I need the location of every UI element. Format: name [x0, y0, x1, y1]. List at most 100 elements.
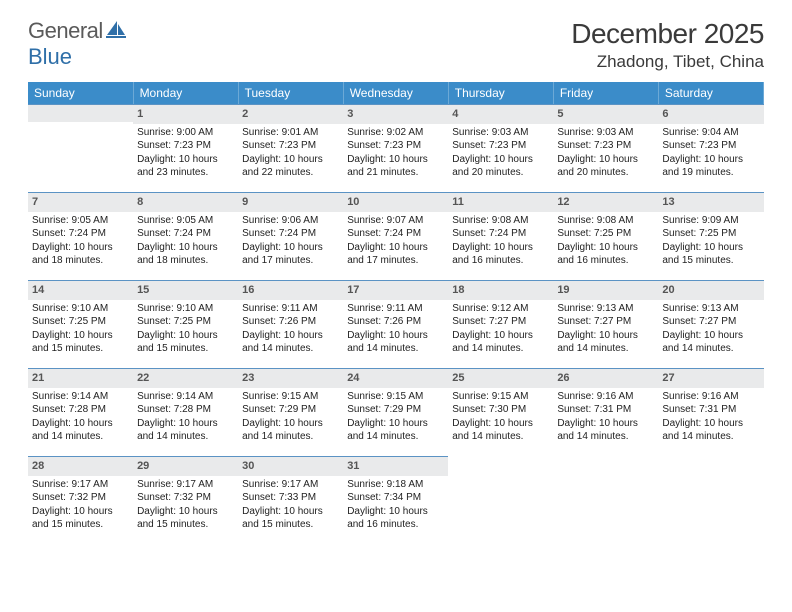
calendar-cell: 25Sunrise: 9:15 AMSunset: 7:30 PMDayligh… — [448, 368, 553, 456]
day-header: Wednesday — [343, 82, 448, 104]
day-header: Saturday — [658, 82, 763, 104]
sunset-line: Sunset: 7:30 PM — [452, 403, 549, 417]
day-number: 15 — [133, 280, 238, 300]
calendar-cell: 23Sunrise: 9:15 AMSunset: 7:29 PMDayligh… — [238, 368, 343, 456]
sunrise-line: Sunrise: 9:10 AM — [137, 302, 234, 316]
day-info: Sunrise: 9:17 AMSunset: 7:32 PMDaylight:… — [28, 478, 133, 532]
day-info: Sunrise: 9:09 AMSunset: 7:25 PMDaylight:… — [658, 214, 763, 268]
daylight-line: Daylight: 10 hours and 19 minutes. — [662, 153, 759, 180]
daylight-line: Daylight: 10 hours and 14 minutes. — [347, 417, 444, 444]
calendar-cell — [448, 456, 553, 544]
daylight-line: Daylight: 10 hours and 18 minutes. — [137, 241, 234, 268]
sunrise-line: Sunrise: 9:01 AM — [242, 126, 339, 140]
daylight-line: Daylight: 10 hours and 22 minutes. — [242, 153, 339, 180]
calendar-cell: 11Sunrise: 9:08 AMSunset: 7:24 PMDayligh… — [448, 192, 553, 280]
daylight-line: Daylight: 10 hours and 15 minutes. — [242, 505, 339, 532]
sunset-line: Sunset: 7:25 PM — [32, 315, 129, 329]
sunset-line: Sunset: 7:24 PM — [137, 227, 234, 241]
sunrise-line: Sunrise: 9:13 AM — [662, 302, 759, 316]
sunrise-line: Sunrise: 9:05 AM — [137, 214, 234, 228]
day-number: 20 — [658, 280, 763, 300]
day-info: Sunrise: 9:13 AMSunset: 7:27 PMDaylight:… — [553, 302, 658, 356]
calendar-cell: 2Sunrise: 9:01 AMSunset: 7:23 PMDaylight… — [238, 104, 343, 192]
day-number: 24 — [343, 368, 448, 388]
calendar-body: 1Sunrise: 9:00 AMSunset: 7:23 PMDaylight… — [28, 104, 764, 544]
day-header: Thursday — [448, 82, 553, 104]
sunset-line: Sunset: 7:23 PM — [557, 139, 654, 153]
calendar-cell: 3Sunrise: 9:02 AMSunset: 7:23 PMDaylight… — [343, 104, 448, 192]
calendar-week: 14Sunrise: 9:10 AMSunset: 7:25 PMDayligh… — [28, 280, 764, 368]
day-number: 26 — [553, 368, 658, 388]
day-info: Sunrise: 9:16 AMSunset: 7:31 PMDaylight:… — [553, 390, 658, 444]
sunrise-line: Sunrise: 9:03 AM — [452, 126, 549, 140]
calendar-cell — [658, 456, 763, 544]
day-info: Sunrise: 9:14 AMSunset: 7:28 PMDaylight:… — [133, 390, 238, 444]
sunset-line: Sunset: 7:34 PM — [347, 491, 444, 505]
day-info: Sunrise: 9:03 AMSunset: 7:23 PMDaylight:… — [553, 126, 658, 180]
daylight-line: Daylight: 10 hours and 14 minutes. — [242, 417, 339, 444]
calendar-cell: 9Sunrise: 9:06 AMSunset: 7:24 PMDaylight… — [238, 192, 343, 280]
sunset-line: Sunset: 7:31 PM — [557, 403, 654, 417]
day-info: Sunrise: 9:01 AMSunset: 7:23 PMDaylight:… — [238, 126, 343, 180]
day-number: 3 — [343, 104, 448, 124]
daylight-line: Daylight: 10 hours and 15 minutes. — [137, 329, 234, 356]
sunrise-line: Sunrise: 9:03 AM — [557, 126, 654, 140]
day-info: Sunrise: 9:17 AMSunset: 7:33 PMDaylight:… — [238, 478, 343, 532]
daylight-line: Daylight: 10 hours and 21 minutes. — [347, 153, 444, 180]
day-number: 5 — [553, 104, 658, 124]
day-number: 22 — [133, 368, 238, 388]
daylight-line: Daylight: 10 hours and 20 minutes. — [452, 153, 549, 180]
sunset-line: Sunset: 7:23 PM — [347, 139, 444, 153]
day-info: Sunrise: 9:05 AMSunset: 7:24 PMDaylight:… — [133, 214, 238, 268]
sunset-line: Sunset: 7:24 PM — [32, 227, 129, 241]
calendar-cell: 28Sunrise: 9:17 AMSunset: 7:32 PMDayligh… — [28, 456, 133, 544]
calendar-cell: 12Sunrise: 9:08 AMSunset: 7:25 PMDayligh… — [553, 192, 658, 280]
day-info: Sunrise: 9:05 AMSunset: 7:24 PMDaylight:… — [28, 214, 133, 268]
calendar-cell: 20Sunrise: 9:13 AMSunset: 7:27 PMDayligh… — [658, 280, 763, 368]
sunrise-line: Sunrise: 9:11 AM — [242, 302, 339, 316]
title-location: Zhadong, Tibet, China — [571, 52, 764, 72]
day-info: Sunrise: 9:13 AMSunset: 7:27 PMDaylight:… — [658, 302, 763, 356]
sunrise-line: Sunrise: 9:15 AM — [242, 390, 339, 404]
sunset-line: Sunset: 7:28 PM — [137, 403, 234, 417]
day-info: Sunrise: 9:10 AMSunset: 7:25 PMDaylight:… — [28, 302, 133, 356]
day-number: 28 — [28, 456, 133, 476]
daylight-line: Daylight: 10 hours and 14 minutes. — [662, 417, 759, 444]
sunset-line: Sunset: 7:24 PM — [347, 227, 444, 241]
sunset-line: Sunset: 7:23 PM — [242, 139, 339, 153]
daylight-line: Daylight: 10 hours and 14 minutes. — [452, 417, 549, 444]
daylight-line: Daylight: 10 hours and 17 minutes. — [347, 241, 444, 268]
sunset-line: Sunset: 7:27 PM — [452, 315, 549, 329]
calendar-cell: 30Sunrise: 9:17 AMSunset: 7:33 PMDayligh… — [238, 456, 343, 544]
calendar-week: 1Sunrise: 9:00 AMSunset: 7:23 PMDaylight… — [28, 104, 764, 192]
header: General December 2025 Zhadong, Tibet, Ch… — [0, 0, 792, 76]
calendar-cell: 18Sunrise: 9:12 AMSunset: 7:27 PMDayligh… — [448, 280, 553, 368]
sunrise-line: Sunrise: 9:15 AM — [347, 390, 444, 404]
day-number: 27 — [658, 368, 763, 388]
daylight-line: Daylight: 10 hours and 15 minutes. — [662, 241, 759, 268]
sunrise-line: Sunrise: 9:17 AM — [242, 478, 339, 492]
day-info: Sunrise: 9:08 AMSunset: 7:24 PMDaylight:… — [448, 214, 553, 268]
day-info: Sunrise: 9:10 AMSunset: 7:25 PMDaylight:… — [133, 302, 238, 356]
daylight-line: Daylight: 10 hours and 14 minutes. — [557, 417, 654, 444]
sunrise-line: Sunrise: 9:16 AM — [662, 390, 759, 404]
day-info: Sunrise: 9:12 AMSunset: 7:27 PMDaylight:… — [448, 302, 553, 356]
sunset-line: Sunset: 7:29 PM — [347, 403, 444, 417]
day-info: Sunrise: 9:08 AMSunset: 7:25 PMDaylight:… — [553, 214, 658, 268]
sunrise-line: Sunrise: 9:14 AM — [137, 390, 234, 404]
sunset-line: Sunset: 7:31 PM — [662, 403, 759, 417]
sunset-line: Sunset: 7:24 PM — [452, 227, 549, 241]
day-number: 6 — [658, 104, 763, 124]
daylight-line: Daylight: 10 hours and 14 minutes. — [137, 417, 234, 444]
day-info: Sunrise: 9:15 AMSunset: 7:30 PMDaylight:… — [448, 390, 553, 444]
day-info: Sunrise: 9:16 AMSunset: 7:31 PMDaylight:… — [658, 390, 763, 444]
daylight-line: Daylight: 10 hours and 15 minutes. — [32, 329, 129, 356]
sunset-line: Sunset: 7:23 PM — [137, 139, 234, 153]
calendar-cell: 19Sunrise: 9:13 AMSunset: 7:27 PMDayligh… — [553, 280, 658, 368]
day-number: 18 — [448, 280, 553, 300]
day-info: Sunrise: 9:11 AMSunset: 7:26 PMDaylight:… — [238, 302, 343, 356]
calendar-cell: 10Sunrise: 9:07 AMSunset: 7:24 PMDayligh… — [343, 192, 448, 280]
sunset-line: Sunset: 7:24 PM — [242, 227, 339, 241]
sunset-line: Sunset: 7:32 PM — [137, 491, 234, 505]
day-info: Sunrise: 9:14 AMSunset: 7:28 PMDaylight:… — [28, 390, 133, 444]
